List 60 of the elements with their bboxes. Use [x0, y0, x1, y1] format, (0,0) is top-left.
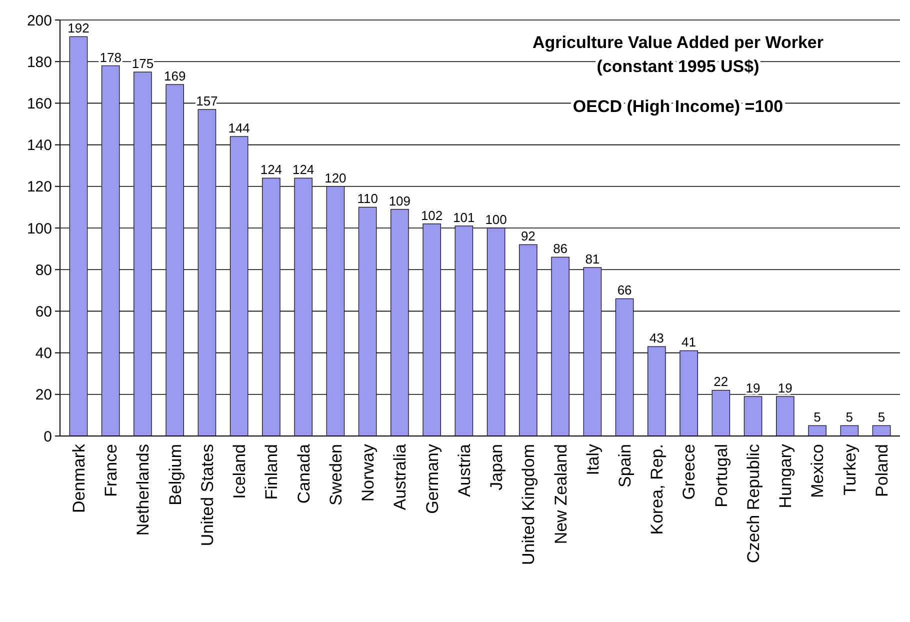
x-tick-label: Austria: [454, 443, 474, 497]
data-label: 86: [553, 241, 568, 256]
x-tick-label: Italy: [583, 444, 602, 476]
data-label: 124: [292, 162, 314, 178]
y-tick-label: 140: [26, 137, 52, 154]
x-tick-label: Canada: [294, 443, 314, 504]
x-tick-label: Czech Republic: [744, 444, 763, 564]
x-tick-label: United Kingdom: [519, 444, 538, 565]
data-label: 66: [617, 282, 632, 298]
y-tick-label: 160: [26, 95, 52, 112]
y-tick-label: 20: [35, 386, 52, 404]
data-label: 124: [260, 162, 282, 178]
x-tick-label: Belgium: [166, 444, 185, 506]
y-tick-label: 40: [35, 345, 52, 362]
data-label: 102: [420, 208, 443, 223]
data-label: 5: [814, 410, 821, 425]
data-label: 19: [778, 380, 792, 396]
data-label: 43: [649, 330, 664, 346]
x-tick-label: Netherlands: [134, 444, 153, 536]
x-tick-label: Finland: [262, 444, 282, 500]
x-tick-label: Hungary: [776, 444, 796, 508]
data-label: 100: [485, 212, 507, 227]
x-tick-label: United States: [198, 444, 217, 546]
x-tick-label: Norway: [358, 444, 378, 502]
data-label: 109: [388, 193, 411, 208]
data-label: 22: [714, 374, 728, 390]
x-tick-label: Mexico: [808, 444, 828, 498]
x-tick-label: Japan: [487, 444, 506, 490]
data-label: 5: [846, 410, 854, 425]
data-label: 92: [520, 228, 536, 244]
x-tick-label: Turkey: [840, 444, 860, 496]
y-tick-label: 200: [26, 12, 52, 30]
data-label: 192: [68, 20, 90, 36]
data-label: 5: [878, 410, 886, 425]
x-tick-label: New Zealand: [551, 444, 570, 544]
x-tick-label: Denmark: [69, 444, 88, 513]
data-label: 19: [746, 380, 760, 396]
x-tick-label: Iceland: [230, 444, 250, 499]
data-label: 101: [453, 210, 475, 225]
y-tick-label: 180: [26, 54, 52, 71]
x-tick-label: Greece: [680, 444, 699, 500]
x-tick-label: Poland: [872, 444, 892, 497]
x-tick-label: Sweden: [326, 444, 346, 506]
x-tick-label: Korea, Rep.: [648, 444, 667, 535]
data-label: 110: [357, 191, 378, 206]
y-tick-label: 60: [35, 303, 52, 320]
data-label: 144: [228, 120, 250, 136]
data-label: 120: [324, 170, 346, 186]
x-tick-label: France: [102, 444, 121, 497]
x-tick-label: Germany: [422, 444, 442, 514]
data-label: 41: [682, 334, 696, 350]
x-tick-label: Australia: [390, 443, 410, 510]
data-label: 169: [164, 68, 186, 84]
y-tick-label: 120: [26, 178, 52, 196]
x-tick-label: Portugal: [712, 444, 731, 508]
x-tick-label: Spain: [616, 444, 634, 488]
y-tick-label: 100: [26, 220, 52, 238]
y-tick-label: 80: [35, 262, 52, 279]
y-tick-label: 0: [44, 428, 52, 446]
data-label: 81: [585, 252, 600, 267]
